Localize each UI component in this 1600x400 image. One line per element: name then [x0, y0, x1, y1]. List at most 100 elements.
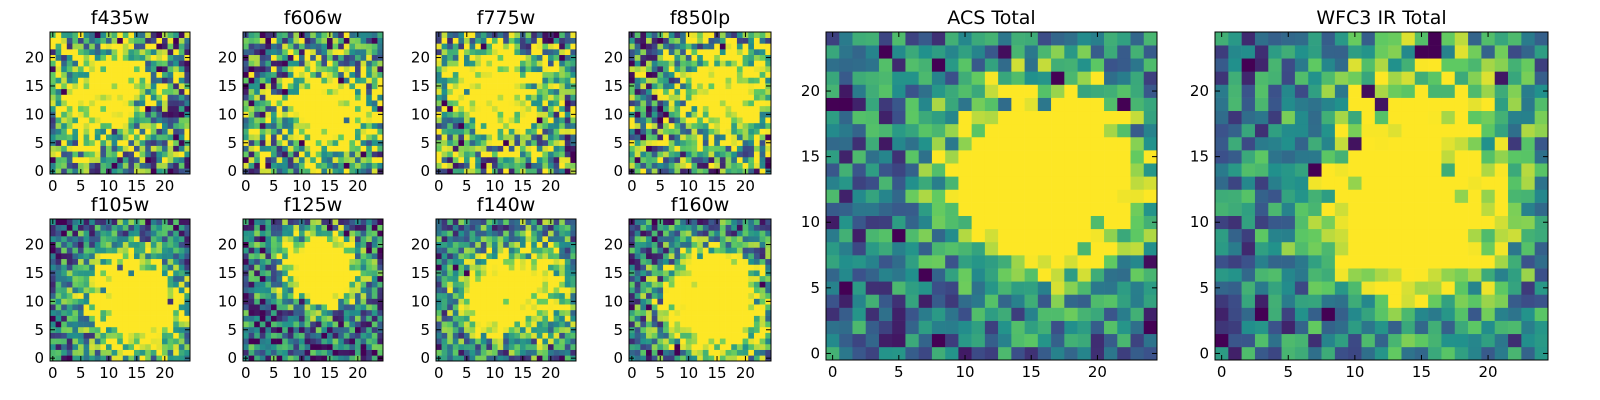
heatmap-cell [111, 49, 118, 56]
heatmap-cell [366, 151, 373, 158]
heatmap-cell [1241, 307, 1256, 321]
heatmap-cell [173, 134, 180, 141]
heatmap-cell [646, 151, 653, 158]
heatmap-cell [1051, 189, 1065, 203]
heatmap-cell [469, 122, 476, 129]
heatmap-cell [559, 49, 566, 56]
heatmap-cell [327, 60, 333, 67]
heatmap-cell [668, 60, 675, 67]
heatmap-cell [839, 136, 853, 151]
heatmap-cell [1294, 189, 1309, 203]
heatmap-cell [1414, 45, 1429, 59]
heatmap-cell [100, 349, 107, 356]
heatmap-cell [111, 94, 118, 101]
heatmap-cell [321, 111, 328, 118]
heatmap-cell [167, 111, 174, 118]
heatmap-cell [452, 77, 459, 84]
heatmap-cell [458, 139, 465, 146]
heatmap-cell [162, 343, 168, 350]
heatmap-cell [892, 346, 906, 361]
heatmap-cell [1374, 202, 1389, 216]
heatmap-cell [72, 309, 79, 316]
heatmap-cell [184, 236, 191, 243]
heatmap-cell [486, 134, 493, 141]
heatmap-cell [1215, 333, 1229, 348]
heatmap-cell [508, 168, 515, 175]
heatmap-cell [1441, 32, 1456, 46]
heatmap-cell [531, 88, 538, 95]
heatmap-cell [145, 43, 152, 50]
heatmap-cell [61, 156, 68, 163]
heatmap-cell [651, 145, 658, 152]
heatmap-cell [167, 309, 174, 316]
heatmap-cell [1494, 45, 1509, 59]
heatmap-cell [748, 151, 755, 158]
heatmap-cell [1215, 176, 1229, 190]
heatmap-cell [497, 94, 504, 101]
heatmap-cell [1143, 307, 1158, 321]
heatmap-cell [55, 156, 62, 163]
heatmap-cell [685, 139, 692, 146]
heatmap-cell [736, 156, 743, 163]
heatmap-cell [184, 88, 191, 95]
heatmap-cell [78, 162, 84, 169]
heatmap-cell [525, 168, 532, 175]
heatmap-cell [742, 43, 749, 50]
heatmap-cell [83, 168, 90, 175]
heatmap-cell [1228, 97, 1242, 112]
heatmap-cell [525, 54, 532, 61]
heatmap-cell [94, 139, 101, 146]
heatmap-cell [66, 168, 73, 175]
heatmap-cell [892, 58, 906, 72]
heatmap-cell [531, 168, 538, 175]
heatmap-cell [55, 230, 62, 237]
heatmap-cell [117, 315, 124, 322]
heatmap-cell [680, 88, 687, 95]
heatmap-cell [94, 111, 101, 118]
heatmap-cell [184, 32, 191, 38]
heatmap-cell [145, 71, 152, 78]
heatmap-cell [128, 88, 135, 95]
heatmap-cell [1143, 189, 1158, 203]
heatmap-cell [150, 338, 157, 345]
heatmap-cell [536, 71, 543, 78]
heatmap-cell [1090, 150, 1105, 164]
heatmap-cell [1051, 58, 1065, 72]
heatmap-cell [83, 88, 90, 95]
heatmap-cell [839, 333, 853, 348]
heatmap-cell [663, 66, 670, 73]
heatmap-cell [1481, 241, 1496, 256]
heatmap-cell [1428, 202, 1442, 216]
heatmap-cell [742, 105, 749, 112]
heatmap-cell [78, 156, 84, 163]
heatmap-cell [436, 60, 442, 67]
heatmap-cell [145, 100, 152, 107]
heatmap-cell [89, 236, 96, 243]
heatmap-cell [1508, 320, 1522, 335]
heatmap-cell [553, 49, 560, 56]
heatmap-cell [514, 37, 521, 44]
heatmap-cell [100, 241, 107, 248]
heatmap-cell [1361, 45, 1376, 59]
heatmap-cell [663, 156, 670, 163]
heatmap-cell [486, 145, 493, 152]
heatmap-cell [145, 105, 152, 112]
heatmap-cell [1521, 346, 1535, 361]
heatmap-cell [150, 247, 157, 254]
heatmap-cell [287, 355, 294, 362]
heatmap-cell [520, 128, 526, 135]
heatmap-cell [276, 156, 283, 163]
heatmap-cell [531, 54, 538, 61]
heatmap-cell [259, 156, 266, 163]
heatmap-cell [441, 66, 448, 73]
heatmap-cell [366, 275, 373, 282]
heatmap-cell [293, 309, 300, 316]
heatmap-cell [1468, 346, 1482, 361]
heatmap-cell [536, 117, 543, 124]
heatmap-cell [1521, 215, 1535, 230]
heatmap-cell [50, 88, 56, 95]
heatmap-cell [759, 162, 766, 169]
heatmap-cell [327, 287, 333, 294]
heatmap-cell [1508, 202, 1522, 216]
heatmap-cell [531, 105, 538, 112]
